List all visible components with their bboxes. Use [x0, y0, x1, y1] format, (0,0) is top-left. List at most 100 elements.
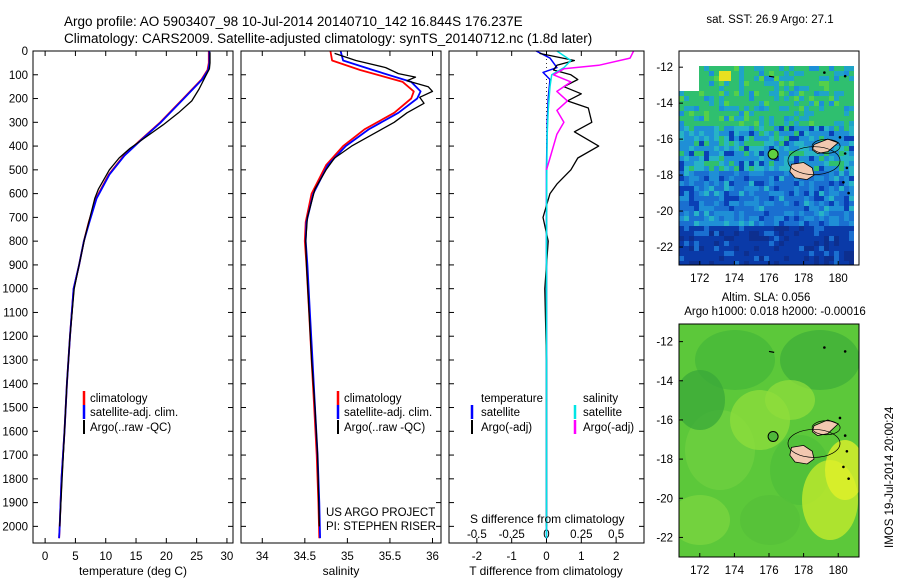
sst-cell	[849, 236, 854, 241]
sst-cell	[749, 261, 754, 265]
sst-cell	[814, 71, 819, 76]
sst-cell	[849, 166, 854, 171]
sst-cell	[789, 101, 794, 106]
sst-cell	[704, 131, 709, 136]
sst-cell	[774, 251, 779, 256]
sst-cell	[829, 111, 834, 116]
sst-cell	[769, 181, 774, 186]
sst-cell	[749, 181, 754, 186]
contour-line	[787, 146, 841, 176]
sst-cell	[734, 141, 739, 146]
sst-cell	[799, 211, 804, 216]
sst-cell	[704, 156, 709, 161]
sst-cell	[684, 116, 689, 121]
sst-cell	[779, 201, 784, 206]
sst-cell	[744, 136, 749, 141]
sst-cell	[739, 86, 744, 91]
sst-cell	[834, 156, 839, 161]
sst-cell	[714, 206, 719, 211]
sst-cell	[744, 151, 749, 156]
sst-cell	[799, 201, 804, 206]
sst-cell	[809, 121, 814, 126]
island-vanua-levu	[811, 419, 839, 437]
sst-cell	[709, 96, 714, 101]
sst-cell	[729, 86, 734, 91]
sst-cell	[799, 241, 804, 246]
sst-cell	[804, 251, 809, 256]
sst-cell	[804, 81, 809, 86]
sst-cell	[784, 221, 789, 226]
sst-cell	[794, 141, 799, 146]
sst-cell	[839, 96, 844, 101]
sst-cell	[819, 196, 824, 201]
sla-anomaly-patch	[679, 370, 725, 430]
sst-cell	[714, 226, 719, 231]
sst-cell	[784, 121, 789, 126]
sst-cell	[714, 166, 719, 171]
sst-cell	[749, 126, 754, 131]
sst-cell	[834, 226, 839, 231]
sst-cell	[724, 216, 729, 221]
sst-cell	[749, 256, 754, 261]
sst-cell	[744, 201, 749, 206]
sst-cell	[779, 111, 784, 116]
sst-cell	[794, 121, 799, 126]
sst-cell	[774, 66, 779, 71]
sst-cell	[789, 201, 794, 206]
sst-cell	[764, 91, 769, 96]
sst-cell	[824, 91, 829, 96]
sst-cell	[779, 121, 784, 126]
sst-cell	[779, 176, 784, 181]
sst-cell	[694, 106, 699, 111]
sst-cell	[709, 121, 714, 126]
sst-cell	[749, 226, 754, 231]
sst-cell	[849, 216, 854, 221]
sst-cell	[819, 216, 824, 221]
sst-cell	[684, 126, 689, 131]
sst-cell	[819, 261, 824, 265]
sst-cell	[774, 261, 779, 265]
y-tick-label: 500	[9, 165, 28, 177]
sst-cell	[824, 196, 829, 201]
legend-label-t-satellite: satellite	[481, 407, 520, 419]
sst-cell	[839, 106, 844, 111]
sst-cell	[794, 66, 799, 71]
sst-cell	[734, 251, 739, 256]
sst-cell	[779, 86, 784, 91]
sst-cell	[784, 236, 789, 241]
sst-cell	[784, 166, 789, 171]
sst-cell	[754, 256, 759, 261]
sst-cell	[764, 171, 769, 176]
sst-cell	[819, 76, 824, 81]
sst-cell	[754, 96, 759, 101]
sst-cell	[839, 91, 844, 96]
sst-cell	[739, 186, 744, 191]
sst-cell	[699, 261, 704, 265]
sst-cell	[824, 256, 829, 261]
sst-cell	[689, 176, 694, 181]
sst-cell	[744, 221, 749, 226]
sst-cell	[829, 131, 834, 136]
sst-cell	[784, 116, 789, 121]
sst-cell	[694, 146, 699, 151]
sst-cell	[794, 86, 799, 91]
sst-cell	[829, 246, 834, 251]
sla-map-ticks: 172 174 176 178 180 -12 -14 -16 -18 -20 -22	[656, 337, 847, 577]
islet	[768, 75, 775, 78]
sst-cell	[814, 256, 819, 261]
sst-cell	[709, 131, 714, 136]
sst-cell	[774, 256, 779, 261]
sst-cell	[749, 196, 754, 201]
sst-cell	[764, 101, 769, 106]
sst-cell	[774, 81, 779, 86]
y-tick-label: 1800	[2, 474, 28, 486]
sst-cell	[739, 156, 744, 161]
sst-cell	[849, 156, 854, 161]
sst-cell	[754, 211, 759, 216]
sst-cell	[799, 86, 804, 91]
sst-cell	[729, 121, 734, 126]
sst-cell	[774, 161, 779, 166]
sst-cell	[799, 96, 804, 101]
sst-cell	[784, 111, 789, 116]
legend-label-s-satellite: satellite	[583, 407, 622, 419]
